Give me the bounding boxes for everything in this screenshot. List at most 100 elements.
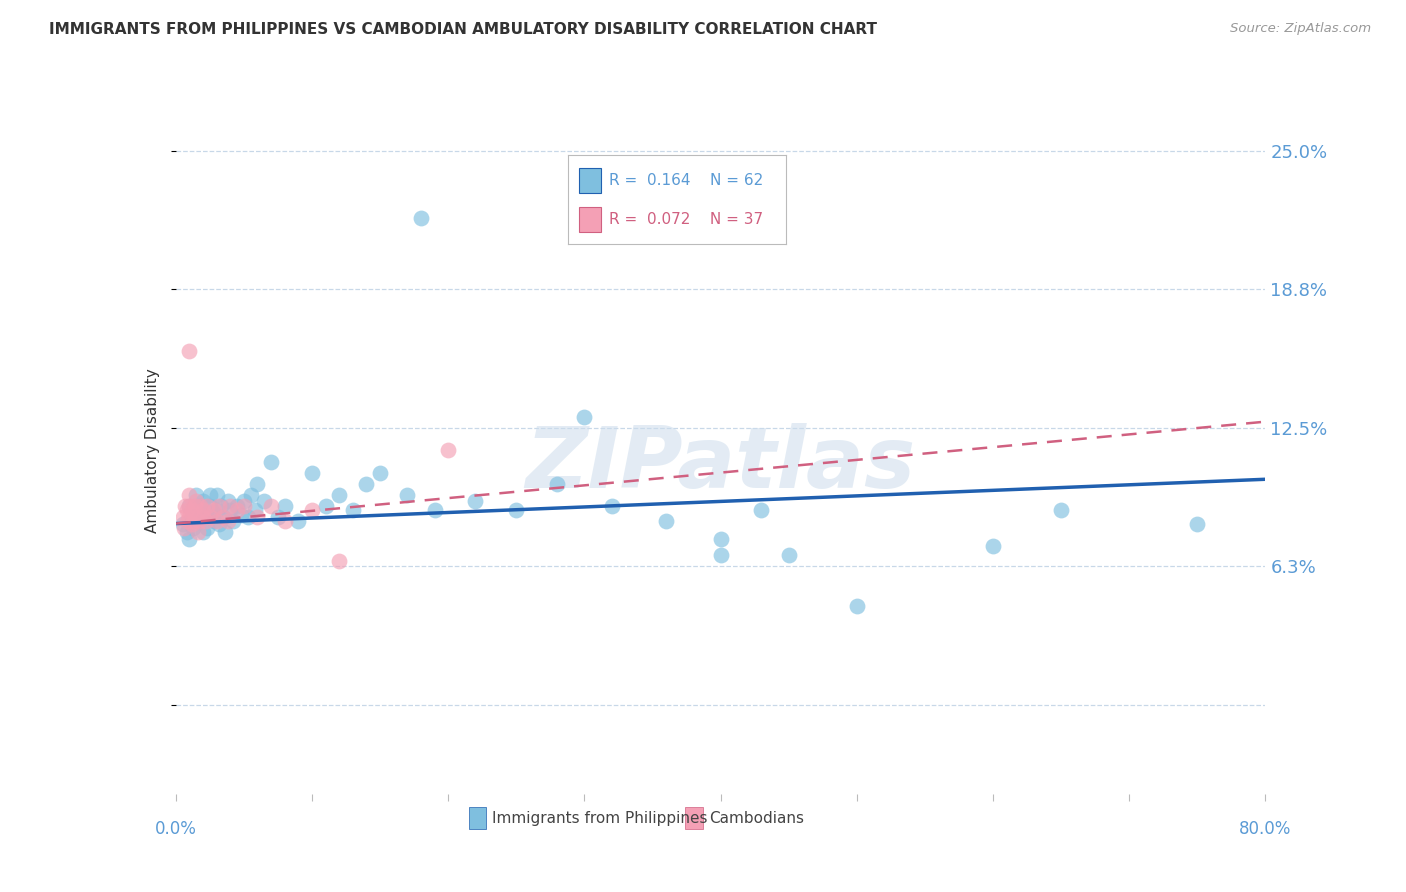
Point xyxy=(172,516,194,531)
Point xyxy=(328,488,350,502)
Point xyxy=(208,516,231,531)
Point xyxy=(222,514,245,528)
Point xyxy=(179,343,201,358)
Point xyxy=(219,503,242,517)
Point xyxy=(179,499,201,513)
Point xyxy=(191,510,214,524)
Point xyxy=(505,503,527,517)
Point xyxy=(195,499,218,513)
Point xyxy=(191,525,214,540)
Point xyxy=(236,510,259,524)
Point xyxy=(437,443,460,458)
Point xyxy=(1050,503,1073,517)
Point xyxy=(396,488,419,502)
Point xyxy=(205,488,228,502)
Point xyxy=(181,516,204,531)
Point xyxy=(172,510,194,524)
Point xyxy=(217,514,239,528)
Bar xyxy=(579,168,600,193)
Point xyxy=(214,525,236,540)
Point xyxy=(212,510,235,524)
Point xyxy=(239,488,262,502)
Point xyxy=(342,503,364,517)
Point xyxy=(208,499,231,513)
Point xyxy=(186,488,208,502)
Point xyxy=(600,499,623,513)
Point xyxy=(368,466,391,480)
Point xyxy=(274,499,297,513)
Text: ZIPatlas: ZIPatlas xyxy=(526,423,915,506)
Point xyxy=(260,454,283,468)
Point xyxy=(184,499,207,513)
Bar xyxy=(468,807,486,830)
Point xyxy=(179,532,201,546)
Point xyxy=(219,499,242,513)
Point xyxy=(260,499,283,513)
Text: 80.0%: 80.0% xyxy=(1239,821,1292,838)
Point xyxy=(212,510,235,524)
Point xyxy=(188,499,211,513)
Y-axis label: Ambulatory Disability: Ambulatory Disability xyxy=(145,368,160,533)
Point xyxy=(186,514,209,528)
Point xyxy=(186,510,208,524)
Point xyxy=(195,521,218,535)
Bar xyxy=(579,207,600,232)
Point xyxy=(232,499,254,513)
Point xyxy=(328,554,350,568)
Point xyxy=(183,514,205,528)
Text: R =  0.164    N = 62: R = 0.164 N = 62 xyxy=(609,173,763,187)
Point xyxy=(202,514,225,528)
Point xyxy=(202,503,225,517)
Point xyxy=(246,510,269,524)
Text: IMMIGRANTS FROM PHILIPPINES VS CAMBODIAN AMBULATORY DISABILITY CORRELATION CHART: IMMIGRANTS FROM PHILIPPINES VS CAMBODIAN… xyxy=(49,22,877,37)
Bar xyxy=(685,807,703,830)
Point xyxy=(187,514,209,528)
Text: R =  0.072    N = 37: R = 0.072 N = 37 xyxy=(609,212,763,227)
Point xyxy=(179,499,201,513)
Text: Source: ZipAtlas.com: Source: ZipAtlas.com xyxy=(1230,22,1371,36)
Point xyxy=(232,494,254,508)
Point xyxy=(209,499,232,513)
Point xyxy=(181,510,204,524)
Point xyxy=(191,503,214,517)
Point xyxy=(710,548,733,562)
Point xyxy=(198,488,221,502)
Point xyxy=(194,510,217,524)
Point xyxy=(751,503,773,517)
Point xyxy=(253,494,276,508)
Point xyxy=(186,525,209,540)
Point xyxy=(267,510,290,524)
Point xyxy=(176,525,198,540)
Point xyxy=(186,494,208,508)
Text: Cambodians: Cambodians xyxy=(709,811,804,826)
Point xyxy=(301,503,323,517)
Point xyxy=(198,510,221,524)
Point xyxy=(205,514,228,528)
Point xyxy=(1187,516,1209,531)
Point xyxy=(546,476,568,491)
Point xyxy=(217,494,239,508)
Point xyxy=(179,510,201,524)
Point xyxy=(356,476,378,491)
Point xyxy=(181,503,204,517)
Point xyxy=(194,514,217,528)
Point xyxy=(174,499,197,513)
Point xyxy=(464,494,486,508)
Point xyxy=(226,503,249,517)
Point xyxy=(981,539,1004,553)
Point xyxy=(173,521,195,535)
Point xyxy=(183,521,205,535)
Point xyxy=(201,506,224,520)
Point xyxy=(710,532,733,546)
Point xyxy=(778,548,800,562)
Point xyxy=(287,514,309,528)
Point xyxy=(226,499,249,513)
Point xyxy=(423,503,446,517)
Point xyxy=(188,499,211,513)
Point xyxy=(409,211,432,225)
Point xyxy=(315,499,337,513)
Point xyxy=(301,466,323,480)
Point xyxy=(655,514,678,528)
Point xyxy=(179,488,201,502)
Point xyxy=(231,508,253,522)
